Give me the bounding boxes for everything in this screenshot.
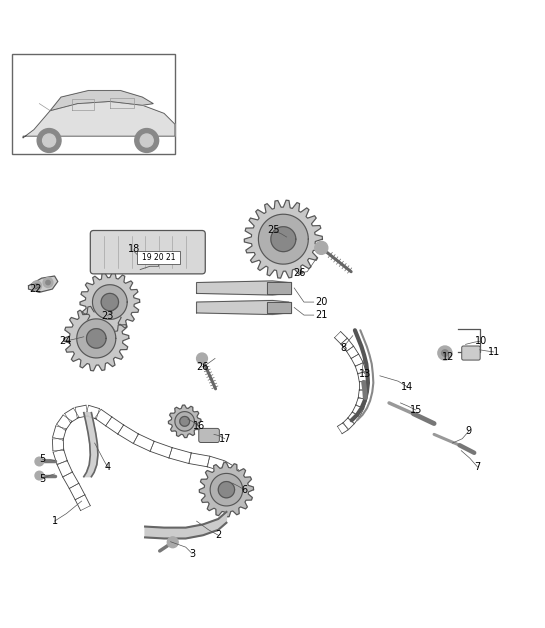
Text: 24: 24: [59, 336, 71, 346]
Circle shape: [438, 346, 452, 360]
Polygon shape: [145, 512, 226, 538]
Text: 2: 2: [215, 530, 221, 540]
Text: 4: 4: [105, 462, 111, 472]
Polygon shape: [50, 90, 153, 111]
Text: 5: 5: [39, 454, 46, 464]
Polygon shape: [180, 416, 190, 426]
Text: 3: 3: [189, 549, 195, 559]
Polygon shape: [101, 293, 118, 311]
Text: 26: 26: [196, 362, 208, 372]
Text: 23: 23: [101, 311, 114, 321]
Text: 16: 16: [192, 421, 205, 431]
Circle shape: [35, 457, 44, 466]
Polygon shape: [244, 200, 323, 278]
Circle shape: [34, 284, 39, 288]
Text: 19 20 21: 19 20 21: [142, 253, 175, 262]
Polygon shape: [84, 413, 98, 477]
Circle shape: [441, 350, 448, 356]
Polygon shape: [267, 282, 292, 294]
FancyBboxPatch shape: [462, 346, 480, 360]
Text: 25: 25: [268, 225, 280, 236]
Text: 15: 15: [409, 405, 422, 415]
Polygon shape: [197, 300, 289, 315]
Text: 26: 26: [293, 268, 306, 278]
Polygon shape: [80, 273, 140, 332]
Polygon shape: [87, 328, 106, 348]
Polygon shape: [23, 102, 175, 138]
Polygon shape: [197, 281, 289, 295]
Circle shape: [46, 280, 50, 284]
Polygon shape: [175, 411, 195, 431]
FancyBboxPatch shape: [199, 428, 219, 443]
Polygon shape: [271, 227, 296, 252]
Circle shape: [35, 471, 44, 480]
Circle shape: [43, 134, 56, 147]
Circle shape: [135, 129, 159, 153]
Text: 1: 1: [51, 516, 58, 526]
Text: 13: 13: [359, 369, 371, 379]
Polygon shape: [28, 276, 58, 292]
Text: 18: 18: [128, 244, 140, 254]
Text: 12: 12: [442, 352, 455, 362]
Text: 5: 5: [39, 474, 46, 484]
Circle shape: [32, 281, 41, 291]
Polygon shape: [210, 474, 243, 506]
Text: 22: 22: [29, 284, 41, 294]
Circle shape: [43, 278, 53, 288]
Text: 21: 21: [315, 310, 327, 320]
Polygon shape: [168, 405, 201, 438]
Text: 8: 8: [340, 343, 346, 352]
Text: 7: 7: [474, 462, 481, 472]
Polygon shape: [199, 463, 253, 517]
Text: 17: 17: [219, 434, 231, 444]
Polygon shape: [64, 306, 129, 371]
FancyBboxPatch shape: [90, 230, 205, 274]
Circle shape: [197, 353, 208, 364]
Polygon shape: [219, 482, 234, 498]
Polygon shape: [77, 319, 116, 358]
Circle shape: [315, 241, 328, 254]
Text: 10: 10: [475, 336, 487, 346]
Polygon shape: [258, 214, 308, 264]
FancyBboxPatch shape: [12, 54, 175, 154]
Polygon shape: [267, 301, 292, 313]
FancyBboxPatch shape: [137, 251, 180, 264]
Text: 9: 9: [466, 426, 472, 436]
Text: 20: 20: [315, 297, 327, 307]
Polygon shape: [93, 284, 127, 320]
Text: 14: 14: [401, 382, 413, 392]
Text: 11: 11: [488, 347, 500, 357]
Text: 6: 6: [241, 485, 247, 495]
Circle shape: [37, 129, 61, 153]
Circle shape: [167, 537, 178, 548]
Circle shape: [140, 134, 153, 147]
